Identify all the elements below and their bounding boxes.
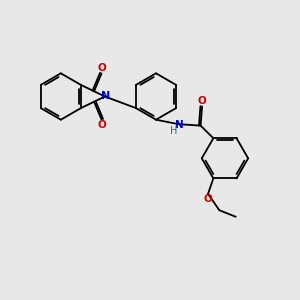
Text: O: O: [97, 120, 106, 130]
Text: O: O: [198, 96, 206, 106]
Text: H: H: [170, 126, 178, 136]
Text: O: O: [97, 63, 106, 73]
Text: O: O: [203, 194, 212, 204]
Text: N: N: [101, 91, 110, 101]
Text: N: N: [175, 120, 183, 130]
